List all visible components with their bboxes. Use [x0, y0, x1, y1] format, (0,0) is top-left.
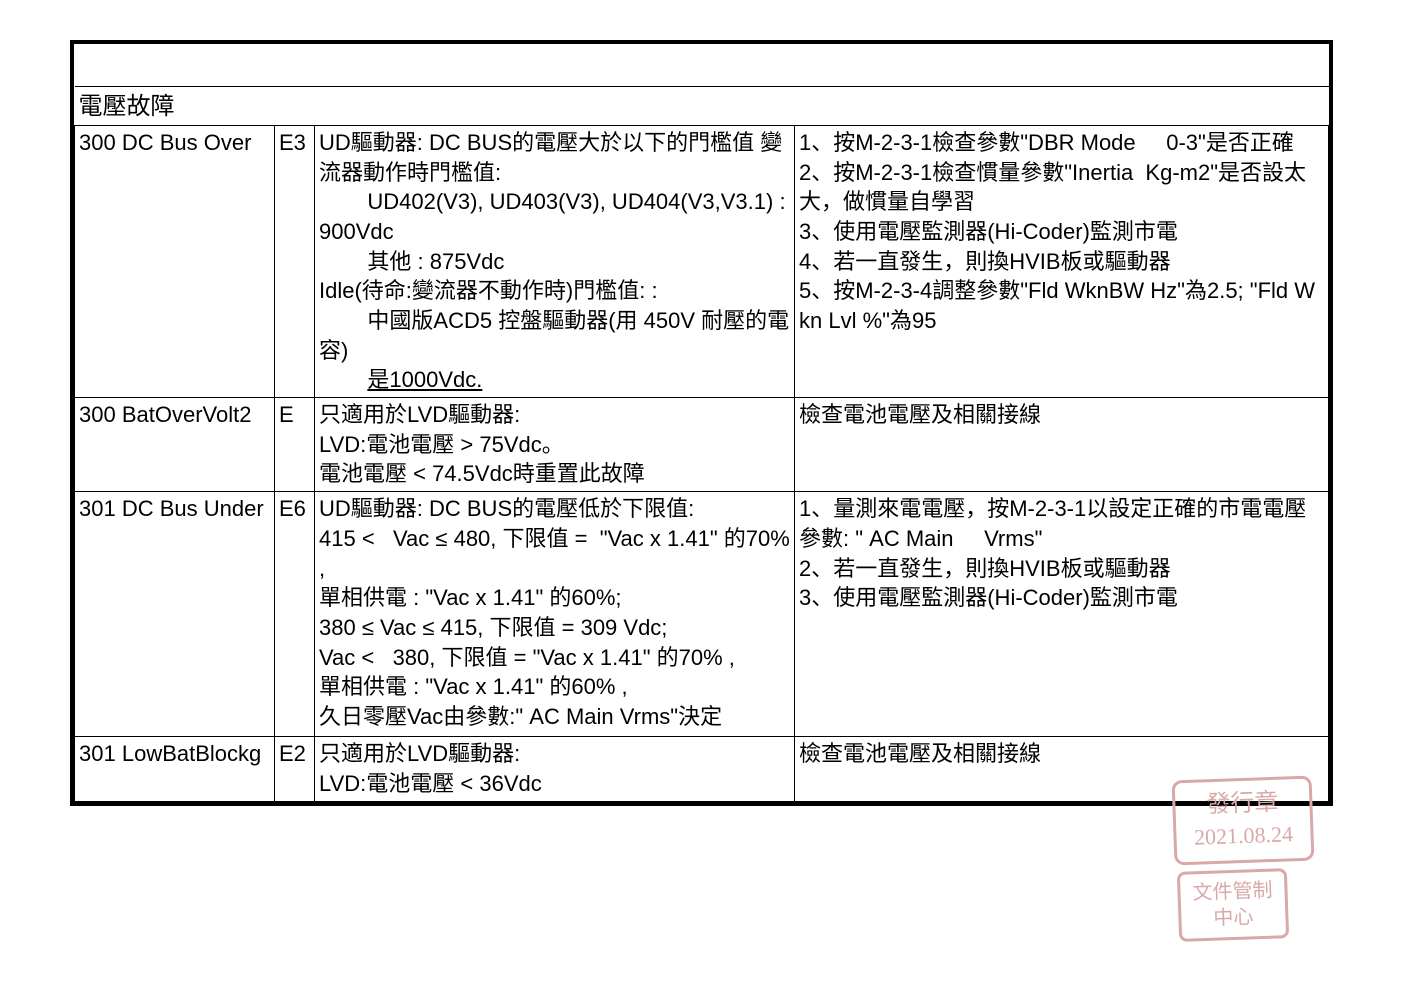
sub-code: E6: [275, 492, 315, 737]
fault-code-name: 300 BatOverVolt2: [75, 398, 275, 492]
sub-code: E: [275, 398, 315, 492]
stamp-text: 文件管制: [1180, 877, 1285, 907]
table-row: 300 DC Bus Over E3 UD驅動器: DC BUS的電壓大於以下的…: [75, 125, 1329, 397]
fault-code-name: 300 DC Bus Over: [75, 125, 275, 397]
description: 只適用於LVD驅動器:LVD:電池電壓 > 75Vdc。電池電壓 < 74.5V…: [315, 398, 795, 492]
action: 1、量測來電電壓，按M-2-3-1以設定正確的市電電壓參數: " AC Main…: [795, 492, 1329, 737]
doc-control-stamp: 文件管制 中心: [1177, 868, 1289, 942]
action: 1、按M-2-3-1檢查參數"DBR Mode 0-3"是否正確2、按M-2-3…: [795, 125, 1329, 397]
description: 只適用於LVD驅動器:LVD:電池電壓 < 36Vdc: [315, 737, 795, 801]
stamp-text: 中心: [1181, 903, 1286, 933]
table-row: 301 DC Bus Under E6 UD驅動器: DC BUS的電壓低於下限…: [75, 492, 1329, 737]
section-header-row: 電壓故障: [75, 86, 1329, 125]
stamp-date: 2021.08.24: [1176, 818, 1311, 853]
action: 檢查電池電壓及相關接線: [795, 398, 1329, 492]
fault-table: 電壓故障 300 DC Bus Over E3 UD驅動器: DC BUS的電壓…: [74, 44, 1329, 802]
document-page: 電壓故障 300 DC Bus Over E3 UD驅動器: DC BUS的電壓…: [70, 40, 1333, 806]
fault-code-name: 301 LowBatBlockg: [75, 737, 275, 801]
sub-code: E3: [275, 125, 315, 397]
description: UD驅動器: DC BUS的電壓大於以下的門檻值 變流器動作時門檻值:UD402…: [315, 125, 795, 397]
sub-code: E2: [275, 737, 315, 801]
section-title: 電壓故障: [75, 86, 1329, 125]
action: 檢查電池電壓及相關接線: [795, 737, 1329, 801]
description: UD驅動器: DC BUS的電壓低於下限值:415 < Vac ≤ 480, 下…: [315, 492, 795, 737]
table-row: 300 BatOverVolt2 E 只適用於LVD驅動器:LVD:電池電壓 >…: [75, 398, 1329, 492]
table-row: 301 LowBatBlockg E2 只適用於LVD驅動器:LVD:電池電壓 …: [75, 737, 1329, 801]
spacer-row: [75, 44, 1329, 86]
fault-code-name: 301 DC Bus Under: [75, 492, 275, 737]
